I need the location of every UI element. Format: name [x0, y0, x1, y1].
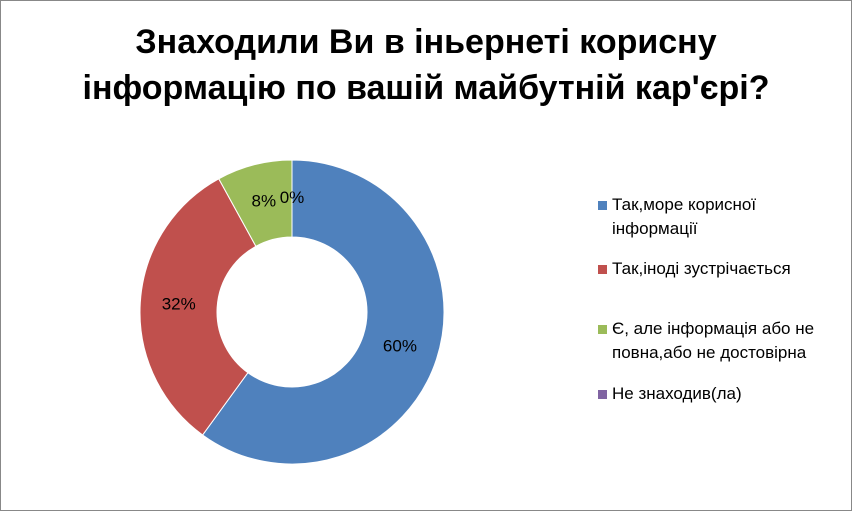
legend-item: Є, але інформація або не повна,або не до…: [598, 317, 843, 365]
legend-swatch: [598, 201, 607, 210]
legend-swatch: [598, 325, 607, 334]
legend-item: Не знаходив(ла): [598, 382, 843, 406]
legend-swatch: [598, 390, 607, 399]
legend-swatch: [598, 265, 607, 274]
donut-slice: [218, 159, 293, 247]
data-label: 8%: [251, 192, 276, 211]
legend-item: Так,іноді зустрічається: [598, 257, 843, 281]
legend-label: Так,море корисної інформації: [612, 195, 757, 238]
donut-slice: [201, 159, 445, 465]
data-label: 32%: [162, 294, 196, 313]
donut-slice: [139, 178, 257, 436]
legend-label: Так,іноді зустрічається: [612, 259, 791, 278]
data-label: 0%: [280, 188, 305, 207]
legend-label: Не знаходив(ла): [612, 384, 742, 403]
chart-title: Знаходили Ви в іньернеті корисну інформа…: [82, 23, 770, 107]
data-label: 60%: [383, 337, 417, 356]
legend-label: Є, але інформація або не повна,або не до…: [612, 319, 815, 362]
legend-item: Так,море корисної інформації: [598, 193, 843, 241]
